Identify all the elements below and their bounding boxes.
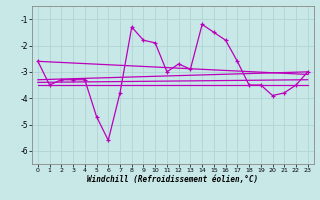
X-axis label: Windchill (Refroidissement éolien,°C): Windchill (Refroidissement éolien,°C) [87,175,258,184]
